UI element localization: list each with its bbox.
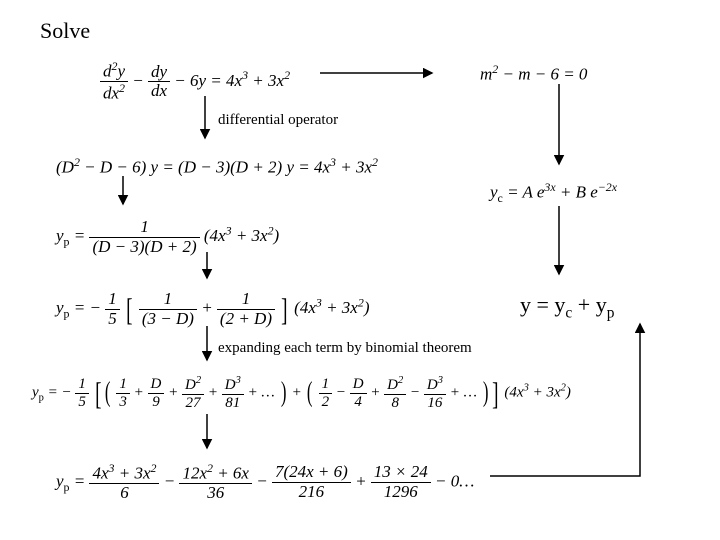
arrow-char-to-yc [552,84,566,172]
solution-lhs: y [520,292,531,317]
arrow-op-to-yp1 [116,176,130,212]
arrow-yp2-to-yp3 [200,326,214,368]
arrow-yc-to-solution [552,206,566,282]
arrow-yp4-to-solution [490,316,670,486]
label-expand-binomial: expanding each term by binomial theorem [218,340,472,357]
eq-operator: (D2 − D − 6) y = (D − 3)(D + 2) y = 4x3 … [56,155,378,178]
arrow-yp3-to-yp4 [200,414,214,456]
solution-term2-base: y [596,292,607,317]
arrow-ode-to-char [320,66,440,80]
eq-yp-step2: yp = − 15 [ 1(3 − D) + 1(2 + D) ] (4x3 +… [56,290,369,328]
eq-ode: d2ydx2 − dydx − 6y = 4x3 + 3x2 [100,60,290,104]
eq-characteristic: m2 − m − 6 = 0 [480,62,587,85]
solution-term1-base: y [554,292,565,317]
arrow-yp1-to-yp2 [200,252,214,286]
label-diff-operator: differential operator [218,112,338,129]
eq-yc: yc = A e3x + B e−2x [490,180,617,206]
eq-yp-step1: yp = 1(D − 3)(D + 2) (4x3 + 3x2) [56,218,279,256]
eq-yp-step4: yp = 4x3 + 3x26 − 12x2 + 6x36 − 7(24x + … [56,462,474,503]
arrow-ode-to-operator [198,96,212,146]
solution-equals: = [531,292,554,317]
solution-plus: + [572,292,595,317]
title: Solve [40,18,90,44]
